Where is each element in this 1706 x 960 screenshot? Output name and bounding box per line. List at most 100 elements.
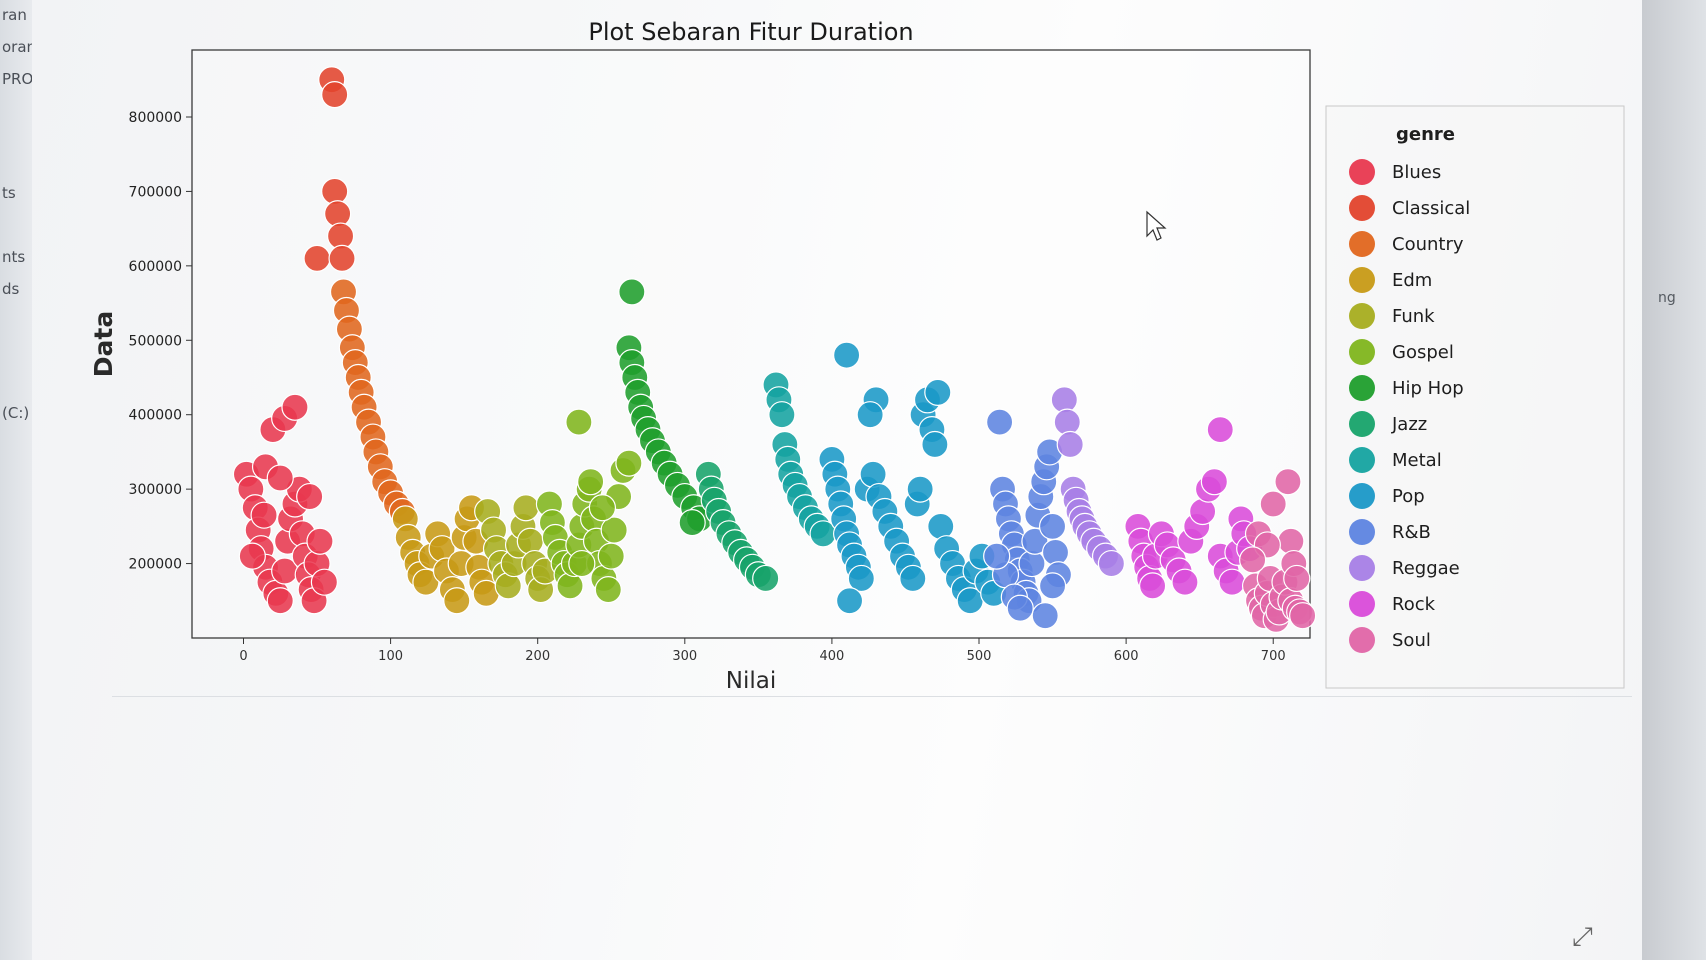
data-point	[1038, 512, 1067, 540]
data-point	[266, 464, 294, 492]
legend-label: Funk	[1392, 306, 1435, 327]
legend-marker	[1349, 267, 1375, 293]
plot-frame	[191, 49, 1311, 639]
data-point	[1274, 468, 1302, 496]
data-points	[232, 66, 1317, 633]
legend-label: Rock	[1392, 594, 1436, 615]
x-tick-label: 0	[239, 649, 247, 664]
chart-title: Plot Sebaran Fitur Duration	[588, 18, 913, 46]
data-point	[752, 564, 780, 593]
edge-label: ts	[2, 184, 16, 202]
y-tick-label: 400000	[129, 408, 182, 424]
legend-marker	[1349, 411, 1375, 437]
data-point	[281, 393, 309, 421]
data-point	[303, 244, 331, 273]
data-point	[266, 587, 294, 615]
legend-marker	[1349, 339, 1375, 365]
legend-marker	[1349, 483, 1375, 509]
edge-label: nts	[2, 248, 26, 266]
plot-area	[191, 49, 1311, 639]
legend-label: Blues	[1392, 162, 1441, 183]
y-tick-label: 800000	[129, 110, 182, 126]
data-point	[568, 549, 596, 578]
legend-label: Reggae	[1392, 558, 1460, 579]
data-point	[1006, 594, 1034, 622]
mouse-cursor-icon	[1146, 210, 1167, 241]
data-point	[856, 401, 884, 429]
legend-marker	[1349, 447, 1375, 473]
data-point	[512, 494, 540, 522]
data-point	[847, 564, 875, 593]
x-tick-label: 200	[525, 649, 550, 664]
data-point	[1239, 546, 1267, 574]
legend-label: Jazz	[1391, 414, 1427, 435]
data-point	[1097, 549, 1126, 578]
legend-marker	[1349, 591, 1375, 617]
legend-label: Edm	[1392, 270, 1432, 291]
data-point	[588, 494, 617, 522]
data-point	[1031, 602, 1059, 630]
data-point	[1056, 430, 1084, 459]
data-point	[594, 576, 622, 604]
axes: 0 100 200 300 400 500 600 700 200000 300000 400000…	[129, 110, 1286, 664]
data-point	[768, 401, 796, 429]
legend-marker	[1349, 159, 1375, 185]
data-point	[618, 278, 646, 306]
x-tick-label: 100	[378, 649, 403, 664]
x-tick-label: 300	[672, 649, 697, 664]
data-point	[597, 542, 625, 570]
data-point	[494, 572, 522, 600]
data-point	[296, 482, 324, 511]
x-tick-label: 600	[1114, 649, 1139, 664]
data-point	[1189, 497, 1217, 526]
data-point	[1171, 568, 1199, 596]
edge-label: PRO	[2, 70, 34, 88]
legend-marker	[1349, 303, 1375, 329]
legend-label: R&B	[1392, 522, 1431, 543]
legend-marker	[1349, 375, 1375, 401]
data-point	[986, 408, 1014, 436]
legend-label: Gospel	[1392, 342, 1454, 363]
y-axis-label: Data	[89, 311, 118, 377]
data-point	[906, 475, 934, 503]
legend-marker	[1349, 231, 1375, 257]
data-point	[924, 378, 952, 406]
edge-label: (C:)	[2, 404, 30, 422]
legend: genre Blues Classical Country Edm Funk Gospel…	[1325, 105, 1625, 689]
data-point	[328, 244, 356, 273]
data-point	[983, 542, 1011, 570]
adjacent-window-edge-right: ng	[1640, 0, 1706, 960]
y-tick-label: 500000	[129, 333, 182, 349]
legend-marker	[1349, 519, 1375, 545]
data-point	[321, 81, 349, 109]
x-tick-label: 700	[1261, 649, 1286, 664]
data-point	[835, 587, 864, 615]
data-point	[600, 516, 628, 544]
data-point	[859, 460, 887, 488]
legend-label: Classical	[1392, 198, 1470, 219]
data-point	[1289, 602, 1317, 630]
legend-box	[1325, 105, 1625, 689]
data-point	[577, 468, 605, 496]
y-tick-label: 700000	[129, 184, 182, 200]
legend-label: Pop	[1392, 486, 1425, 507]
legend-label: Hip Hop	[1392, 378, 1464, 399]
data-point	[1038, 572, 1067, 600]
legend-label: Metal	[1392, 450, 1442, 471]
data-point	[833, 341, 861, 369]
data-point	[310, 568, 338, 596]
data-point	[516, 527, 544, 555]
data-point	[1218, 568, 1246, 596]
x-tick-label: 400	[819, 649, 844, 664]
data-point	[1200, 468, 1228, 496]
x-tick-label: 500	[967, 649, 992, 664]
data-point	[1138, 572, 1167, 600]
edge-label: ds	[2, 280, 20, 298]
data-point	[238, 542, 266, 570]
legend-label: Soul	[1392, 630, 1431, 651]
data-point	[306, 527, 334, 555]
legend-title: genre	[1396, 124, 1455, 145]
resize-handle-icon[interactable]: ⤢	[1572, 922, 1593, 952]
cell-divider	[112, 696, 1632, 697]
